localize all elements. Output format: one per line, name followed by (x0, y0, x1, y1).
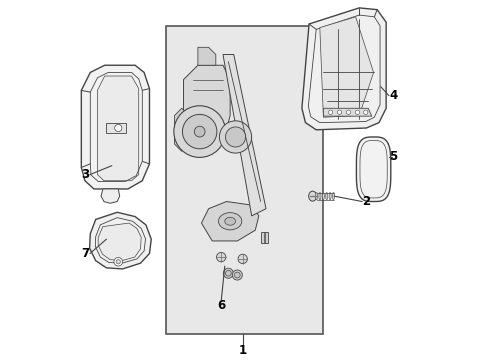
Polygon shape (301, 8, 386, 130)
Circle shape (238, 254, 247, 264)
Polygon shape (201, 202, 258, 241)
Circle shape (355, 110, 359, 114)
Polygon shape (174, 108, 188, 151)
Polygon shape (97, 76, 139, 181)
Bar (165, 26, 323, 334)
Ellipse shape (224, 217, 235, 225)
Ellipse shape (318, 193, 320, 200)
Text: 7: 7 (81, 247, 89, 260)
Circle shape (115, 125, 122, 132)
Circle shape (337, 110, 341, 114)
Polygon shape (356, 137, 390, 202)
Circle shape (225, 127, 245, 147)
Text: 4: 4 (388, 89, 397, 102)
Text: 2: 2 (362, 195, 370, 208)
Ellipse shape (218, 213, 241, 230)
Circle shape (232, 270, 242, 280)
Circle shape (223, 268, 233, 278)
Polygon shape (319, 17, 373, 117)
Text: 5: 5 (388, 150, 397, 163)
Circle shape (216, 252, 225, 262)
Polygon shape (323, 108, 371, 116)
Circle shape (114, 257, 122, 266)
Ellipse shape (322, 193, 324, 200)
Ellipse shape (328, 193, 330, 200)
Ellipse shape (332, 193, 334, 200)
Circle shape (116, 260, 120, 264)
Polygon shape (223, 54, 265, 216)
Circle shape (174, 106, 225, 157)
Polygon shape (81, 65, 149, 189)
Circle shape (194, 126, 204, 137)
Text: 6: 6 (217, 299, 225, 312)
Circle shape (219, 121, 251, 153)
Circle shape (328, 110, 332, 114)
Text: 1: 1 (238, 344, 246, 357)
Polygon shape (106, 123, 126, 134)
Circle shape (182, 114, 217, 149)
Polygon shape (98, 223, 141, 261)
Circle shape (346, 110, 350, 114)
Ellipse shape (308, 191, 316, 201)
Ellipse shape (315, 193, 317, 200)
Circle shape (363, 110, 367, 114)
Circle shape (234, 272, 240, 278)
Polygon shape (89, 212, 151, 269)
Ellipse shape (325, 193, 327, 200)
Polygon shape (183, 65, 230, 151)
Circle shape (225, 270, 231, 276)
Polygon shape (260, 232, 267, 243)
Polygon shape (198, 47, 215, 65)
Polygon shape (101, 189, 120, 203)
Text: 3: 3 (81, 168, 89, 181)
